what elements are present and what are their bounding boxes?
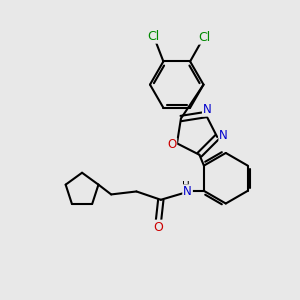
Text: O: O: [154, 220, 164, 234]
Text: N: N: [183, 185, 192, 198]
Text: N: N: [203, 103, 212, 116]
Text: Cl: Cl: [198, 31, 211, 44]
Text: H: H: [182, 181, 190, 191]
Text: O: O: [167, 138, 176, 152]
Text: Cl: Cl: [147, 30, 159, 43]
Text: N: N: [219, 129, 228, 142]
